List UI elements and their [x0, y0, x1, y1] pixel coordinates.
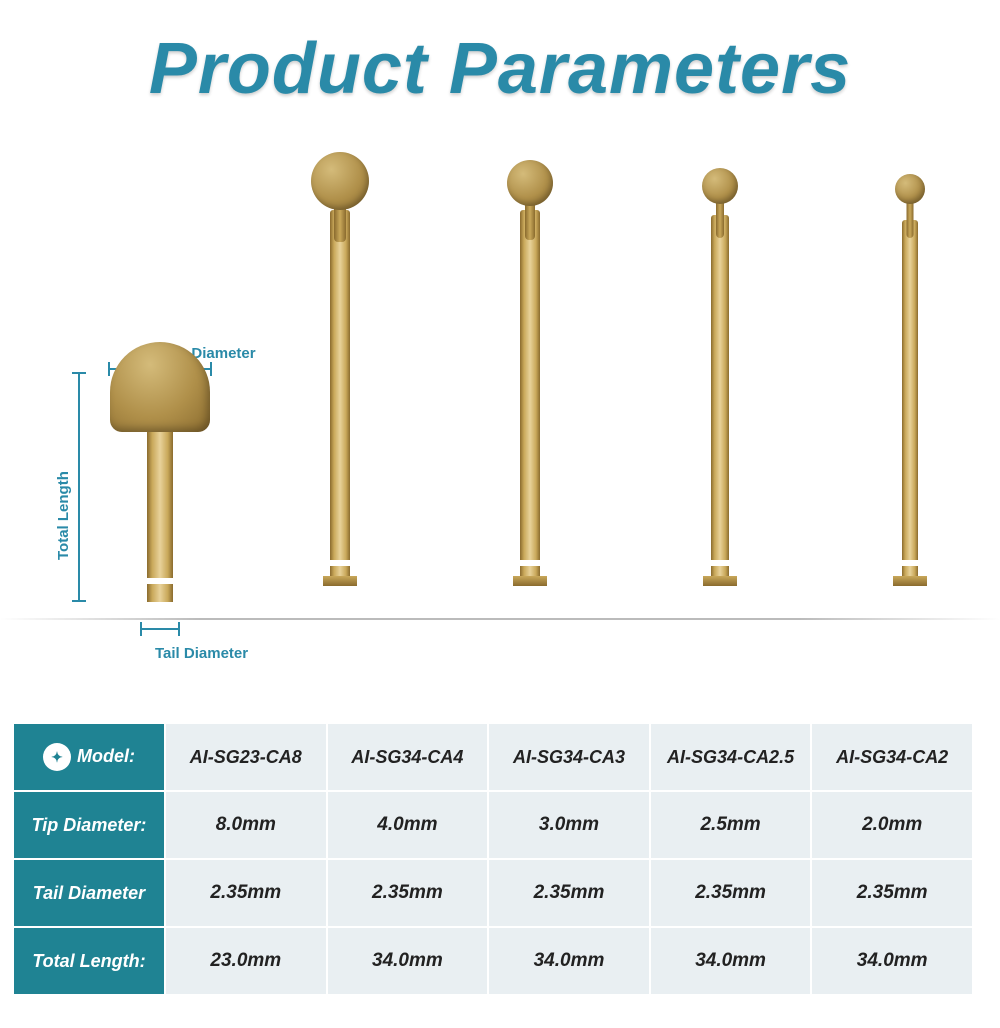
- cell-tail-1: 2.35mm: [165, 859, 327, 927]
- cell-model-1: AI-SG23-CA8: [165, 723, 327, 791]
- row-header-tip: Tip Diameter:: [13, 791, 165, 859]
- row-header-tail: Tail Diameter: [13, 859, 165, 927]
- bur-tip-ball: [895, 174, 925, 204]
- cell-total-5: 34.0mm: [811, 927, 973, 995]
- product-bur-4: [690, 160, 750, 580]
- cell-tail-4: 2.35mm: [650, 859, 812, 927]
- tail-diameter-label: Tail Diameter: [155, 645, 248, 662]
- table-row-model: ✦ Model: AI-SG23-CA8 AI-SG34-CA4 AI-SG34-…: [13, 723, 973, 791]
- bur-shaft: [330, 210, 350, 580]
- cell-model-4: AI-SG34-CA2.5: [650, 723, 812, 791]
- bur-base: [323, 576, 357, 586]
- dim-tick: [72, 600, 86, 602]
- bur-notch: [902, 560, 918, 566]
- dim-tick: [140, 622, 142, 636]
- dim-tick: [72, 372, 86, 374]
- total-len-line: [78, 372, 80, 602]
- bur-notch: [520, 560, 540, 566]
- table-row-tip: Tip Diameter: 8.0mm 4.0mm 3.0mm 2.5mm 2.…: [13, 791, 973, 859]
- bur-tip-ball: [311, 152, 369, 210]
- cell-total-4: 34.0mm: [650, 927, 812, 995]
- cell-tip-3: 3.0mm: [488, 791, 650, 859]
- bur-tip-dome: [110, 342, 210, 432]
- cell-model-3: AI-SG34-CA3: [488, 723, 650, 791]
- bur-tip-ball: [507, 160, 553, 206]
- product-bur-2: [310, 160, 370, 580]
- cell-tail-5: 2.35mm: [811, 859, 973, 927]
- bur-notch: [711, 560, 729, 566]
- row-header-model: ✦ Model:: [13, 723, 165, 791]
- row-header-total: Total Length:: [13, 927, 165, 995]
- bur-shaft: [147, 432, 173, 602]
- bur-neck: [525, 200, 535, 240]
- cell-tail-3: 2.35mm: [488, 859, 650, 927]
- product-bur-5: [880, 160, 940, 580]
- bur-base: [703, 576, 737, 586]
- page-title: Product Parameters: [0, 28, 1000, 110]
- cell-tip-1: 8.0mm: [165, 791, 327, 859]
- floor-reflection-line: [0, 618, 1000, 620]
- bur-base: [893, 576, 927, 586]
- product-bur-3: [500, 160, 560, 580]
- cell-model-5: AI-SG34-CA2: [811, 723, 973, 791]
- cell-tip-2: 4.0mm: [327, 791, 489, 859]
- cell-model-2: AI-SG34-CA4: [327, 723, 489, 791]
- bur-shaft: [902, 220, 918, 580]
- product-bur-1: [100, 342, 220, 602]
- bur-notch: [147, 578, 173, 584]
- bur-neck: [716, 198, 724, 238]
- header-text: Model:: [77, 746, 135, 766]
- bur-notch: [330, 560, 350, 566]
- dim-tick: [178, 622, 180, 636]
- bur-base: [513, 576, 547, 586]
- bur-tip-ball: [702, 168, 738, 204]
- cell-total-2: 34.0mm: [327, 927, 489, 995]
- cell-tail-2: 2.35mm: [327, 859, 489, 927]
- cell-total-1: 23.0mm: [165, 927, 327, 995]
- bur-neck: [907, 198, 914, 238]
- cell-tip-4: 2.5mm: [650, 791, 812, 859]
- logo-icon: ✦: [43, 743, 71, 771]
- spec-table: ✦ Model: AI-SG23-CA8 AI-SG34-CA4 AI-SG34-…: [12, 722, 974, 996]
- product-illustration-area: Tip Diameter Tail Diameter Total Length: [0, 120, 1000, 600]
- total-length-label: Total Length: [55, 471, 72, 560]
- table-row-tail: Tail Diameter 2.35mm 2.35mm 2.35mm 2.35m…: [13, 859, 973, 927]
- tail-dim-line: [140, 628, 180, 630]
- cell-total-3: 34.0mm: [488, 927, 650, 995]
- bur-shaft: [520, 210, 540, 580]
- cell-tip-5: 2.0mm: [811, 791, 973, 859]
- bur-shaft: [711, 215, 729, 580]
- table-row-total: Total Length: 23.0mm 34.0mm 34.0mm 34.0m…: [13, 927, 973, 995]
